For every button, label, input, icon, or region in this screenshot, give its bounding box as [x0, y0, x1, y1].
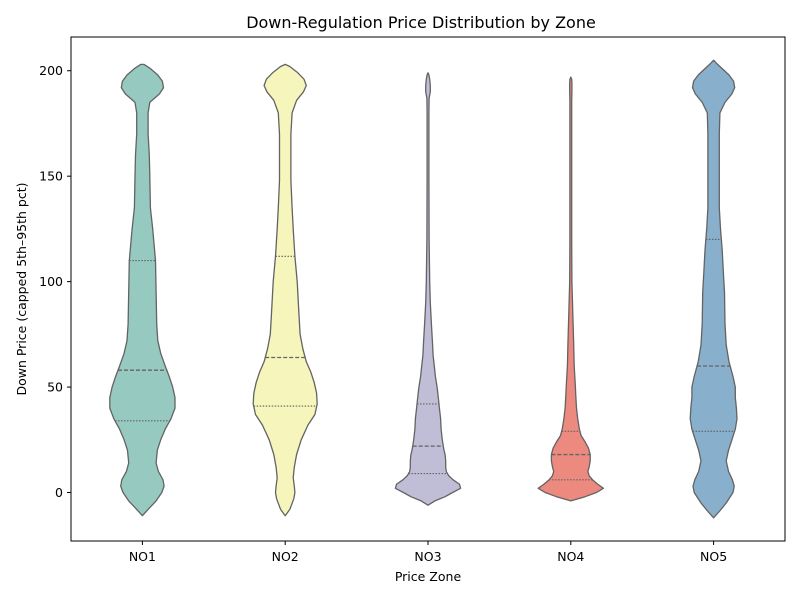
y-axis-label: Down Price (capped 5th–95th pct): [14, 182, 29, 395]
x-tick-label-no3: NO3: [414, 549, 441, 564]
violin-no1: [109, 63, 176, 517]
chart-title: Down-Regulation Price Distribution by Zo…: [246, 13, 596, 32]
y-tick-label: 50: [47, 380, 63, 395]
violin-no4: [537, 76, 605, 502]
x-tick-label-no4: NO4: [557, 549, 584, 564]
y-tick-label: 0: [55, 485, 63, 500]
violin-no5: [689, 59, 738, 519]
violin-no2: [252, 63, 318, 517]
y-axis: 0 50 100 150 200: [39, 63, 71, 500]
violin-no3: [394, 72, 462, 506]
y-tick-label: 100: [39, 274, 63, 289]
x-axis: NO1 NO2 NO3 NO4 NO5: [129, 541, 727, 564]
x-tick-label-no2: NO2: [272, 549, 299, 564]
quartile-lines-group: [114, 238, 735, 481]
y-tick-label: 200: [39, 63, 63, 78]
x-tick-label-no5: NO5: [700, 549, 727, 564]
x-axis-label: Price Zone: [395, 569, 462, 584]
y-tick-label: 150: [39, 169, 63, 184]
violins-group: [109, 59, 738, 519]
x-tick-label-no1: NO1: [129, 549, 156, 564]
